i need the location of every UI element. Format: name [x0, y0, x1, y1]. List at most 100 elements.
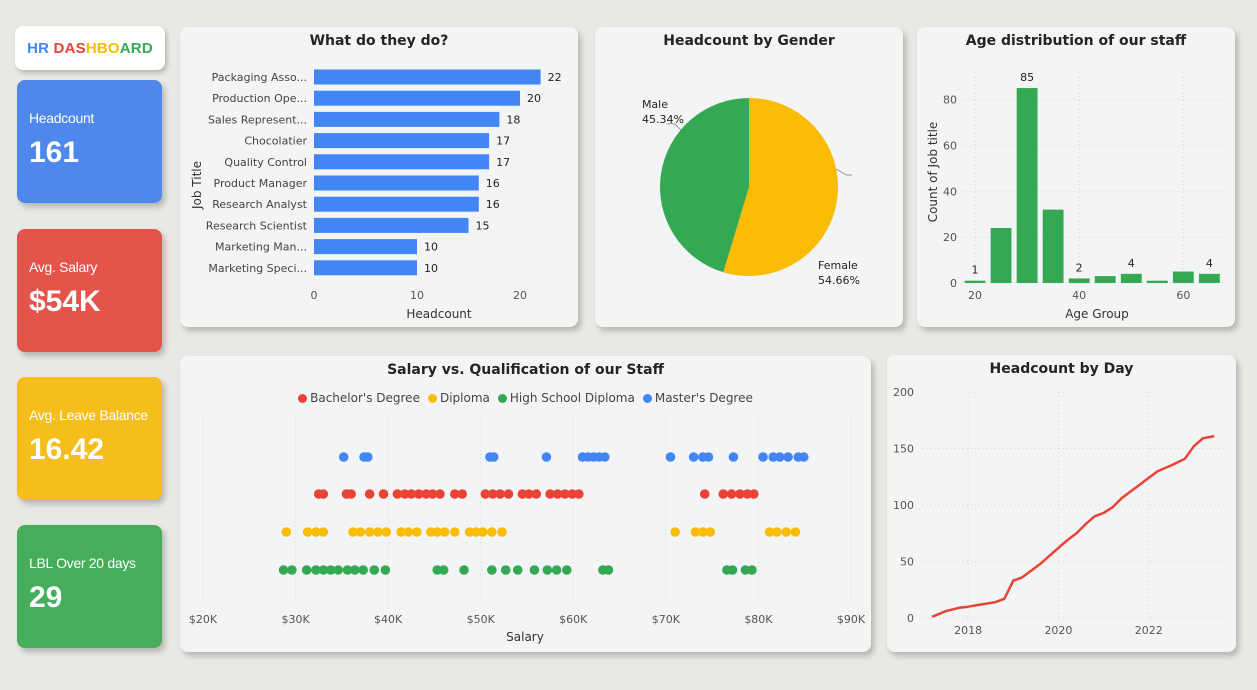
gender-chart-card[interactable]: Headcount by Gender Female 54.66% Male 45.3… — [595, 27, 903, 327]
legend-dot — [427, 393, 437, 403]
age-chart-card[interactable]: Age distribution of our staff 0 20 40 60 80 2… — [917, 27, 1235, 327]
kpi-avg-salary[interactable]: Avg. Salary $54K — [17, 229, 162, 352]
scatter-point — [287, 565, 297, 575]
kpi-label: LBL Over 20 days — [29, 555, 136, 571]
bar — [314, 260, 417, 276]
title-part: ARD — [119, 39, 153, 57]
leader-line — [666, 123, 682, 131]
scatter-point — [698, 527, 708, 537]
age-histogram-chart: 0 20 40 60 80 20 40 60 1 85 2 4 4 Age Group Count of J… — [926, 71, 1225, 321]
scatter-point — [552, 489, 563, 499]
x-tick-label: $50K — [467, 613, 496, 626]
scatter-point — [764, 527, 775, 537]
title-part: HBO — [85, 39, 120, 57]
scatter-point — [406, 489, 417, 499]
scatter-point — [574, 489, 584, 499]
legend-item[interactable]: Master's Degree — [642, 391, 753, 405]
x-tick-label: $90K — [837, 613, 866, 626]
legend-dot — [497, 393, 507, 403]
slice-label: Male — [642, 98, 668, 111]
scatter-point — [449, 527, 460, 537]
category-label: Research Analyst — [212, 198, 307, 211]
y-tick-label: 100 — [893, 499, 914, 512]
bar — [1198, 273, 1220, 283]
x-tick-label: $60K — [559, 613, 588, 626]
x-tick-label: 2020 — [1044, 624, 1072, 637]
kpi-value: 16.42 — [29, 433, 105, 466]
x-axis-title: Headcount — [406, 307, 472, 321]
bar — [314, 239, 417, 255]
scatter-point — [531, 489, 542, 499]
legend-label: Master's Degree — [654, 391, 753, 405]
kpi-value: 29 — [29, 581, 63, 614]
scatter-point — [545, 489, 555, 499]
x-tick-label: 60 — [1176, 289, 1190, 302]
scatter-point — [726, 489, 737, 499]
scatter-point — [562, 565, 572, 575]
y-tick-label: 0 — [907, 612, 914, 625]
scatter-point — [435, 489, 445, 499]
scatter-point — [488, 452, 499, 462]
y-tick-label: 200 — [893, 386, 914, 399]
kpi-lbl-over-20-days[interactable]: LBL Over 20 days 29 — [17, 525, 162, 648]
scatter-point — [362, 452, 373, 462]
scatter-point — [790, 527, 801, 537]
data-label: 4 — [1206, 257, 1213, 270]
y-tick-label: 150 — [893, 443, 914, 456]
scatter-point — [311, 527, 321, 537]
scatter-point — [718, 489, 729, 499]
slice-pct-label: 45.34% — [642, 113, 684, 126]
data-label: 85 — [1020, 71, 1034, 84]
scatter-point — [599, 452, 610, 462]
scatter-point — [311, 565, 321, 575]
scatter-point — [480, 489, 491, 499]
leader-line — [835, 168, 853, 176]
x-tick-label: 2022 — [1135, 624, 1163, 637]
scatter-point — [342, 565, 353, 575]
data-label: 2 — [1076, 261, 1083, 274]
scatter-point — [459, 565, 469, 575]
legend-item[interactable]: High School Diploma — [497, 391, 635, 405]
kpi-value: $54K — [29, 285, 101, 318]
chart-title: Age distribution of our staff — [965, 33, 1187, 49]
scatter-point — [378, 489, 389, 499]
scatter-point — [749, 489, 759, 499]
kpi-avg-leave-balance[interactable]: Avg. Leave Balance 16.42 — [17, 377, 162, 500]
scatter-point — [728, 452, 739, 462]
scatter-point — [348, 527, 358, 537]
legend-item[interactable]: Bachelor's Degree — [298, 391, 420, 405]
bar — [314, 154, 490, 170]
legend-item[interactable]: Diploma — [427, 391, 490, 405]
x-axis-title: Salary — [506, 630, 544, 644]
salary-chart-card[interactable]: Salary vs. Qualification of our Staff Ba… — [180, 356, 871, 652]
y-tick-label: 60 — [943, 139, 957, 152]
scatter-point — [487, 565, 497, 575]
scatter-point — [364, 527, 375, 537]
x-tick-label: $40K — [374, 613, 403, 626]
x-tick-label: 40 — [1072, 289, 1086, 302]
scatter-point — [670, 527, 680, 537]
category-label: Marketing Speci... — [208, 262, 307, 275]
scatter-point — [318, 489, 329, 499]
scatter-point — [495, 489, 505, 499]
scatter-point — [735, 489, 745, 499]
scatter-point — [278, 565, 289, 575]
title-part: HR — [27, 39, 54, 57]
headcount-day-chart-card[interactable]: Headcount by Day 0 50 100 150 200 2018 2020 202… — [887, 355, 1236, 652]
scatter-point — [727, 565, 738, 575]
x-tick-label: 20 — [513, 289, 527, 302]
job-title-chart-card[interactable]: What do they do? Packaging Asso... 22 Prod… — [180, 27, 578, 327]
kpi-headcount[interactable]: Headcount 161 — [17, 80, 162, 203]
scatter-point — [551, 565, 562, 575]
category-label: Quality Control — [224, 156, 307, 169]
scatter-point — [603, 565, 614, 575]
title-part: DAS — [53, 39, 86, 57]
x-axis-title: Age Group — [1065, 307, 1129, 321]
scatter-point — [783, 452, 793, 462]
salary-scatter-chart: $20K $30K $40K $50K $60K $70K $80K $90K Salary — [189, 418, 866, 644]
scatter-point — [364, 489, 375, 499]
scatter-point — [350, 565, 360, 575]
scatter-point — [380, 565, 391, 575]
scatter-point — [333, 565, 343, 575]
scatter-point — [497, 527, 507, 537]
